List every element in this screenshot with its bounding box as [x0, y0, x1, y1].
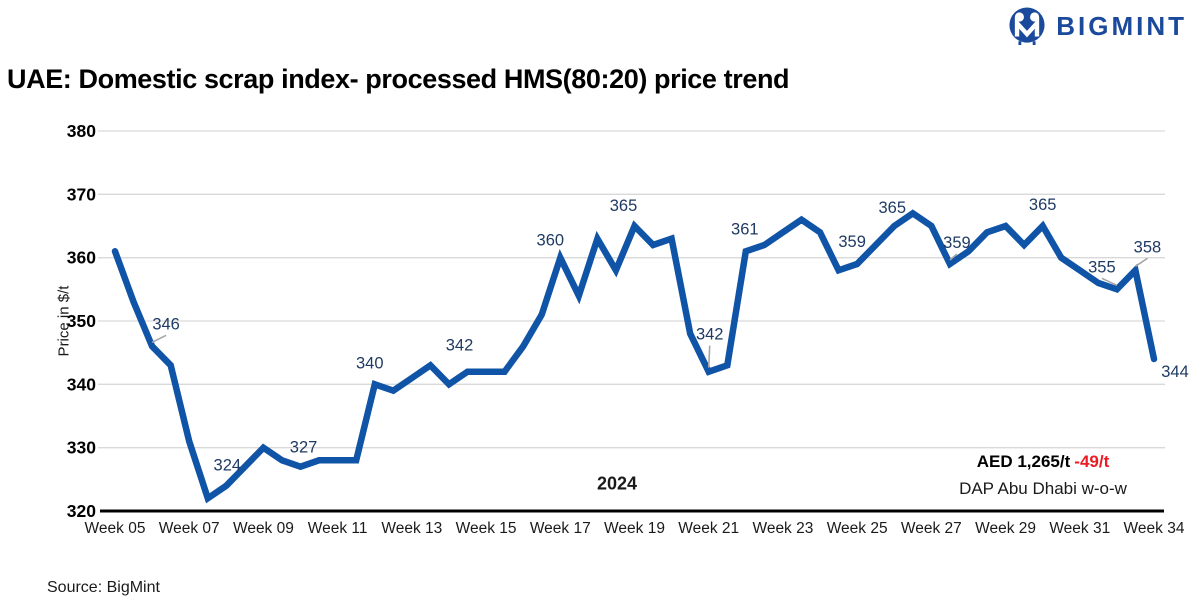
data-label-361: 361	[731, 220, 759, 238]
y-tick-330: 330	[67, 438, 96, 458]
x-tick-week-15: Week 15	[456, 520, 517, 537]
x-tick-week-17: Week 17	[530, 520, 591, 537]
x-tick-week-09: Week 09	[233, 520, 294, 537]
label-leader-359	[949, 253, 958, 261]
x-tick-week-34: Week 34	[1124, 520, 1185, 537]
x-tick-week-21: Week 21	[678, 520, 739, 537]
y-tick-380: 380	[67, 121, 96, 141]
x-tick-week-05: Week 05	[85, 520, 146, 537]
label-leader-358	[1135, 257, 1148, 267]
x-tick-week-19: Week 19	[604, 520, 665, 537]
label-leader-346	[151, 334, 167, 344]
data-label-365: 365	[1029, 196, 1057, 214]
x-tick-week-31: Week 31	[1049, 520, 1110, 537]
y-tick-320: 320	[67, 501, 96, 521]
data-label-355: 355	[1088, 258, 1116, 276]
data-label-344: 344	[1161, 363, 1189, 381]
aed-price-line: AED 1,265/t -49/t	[933, 452, 1153, 472]
data-label-327: 327	[290, 439, 318, 457]
x-tick-week-27: Week 27	[901, 520, 962, 537]
label-leader-342	[707, 345, 711, 368]
brand: BIGMINT	[1008, 7, 1187, 45]
data-label-324: 324	[214, 457, 242, 475]
x-tick-week-13: Week 13	[381, 520, 442, 537]
aed-annotation-block: AED 1,265/t -49/t DAP Abu Dhabi w-o-w	[933, 452, 1153, 499]
y-tick-370: 370	[67, 184, 96, 204]
label-leader-355	[1101, 277, 1118, 287]
y-axis-title: Price in $/t	[55, 285, 73, 357]
dap-note: DAP Abu Dhabi w-o-w	[959, 479, 1127, 498]
wow-change: -49/t	[1074, 452, 1110, 471]
y-tick-340: 340	[67, 374, 96, 394]
data-label-340: 340	[356, 354, 384, 372]
x-tick-week-23: Week 23	[752, 520, 813, 537]
data-label-360: 360	[537, 232, 565, 250]
aed-price: AED 1,265/t	[976, 452, 1071, 471]
data-label-346: 346	[152, 315, 180, 333]
price-line-series	[111, 209, 1158, 504]
page-title: UAE: Domestic scrap index- processed HMS…	[7, 64, 790, 94]
bigmint-logo-icon	[1009, 7, 1045, 45]
data-label-342: 342	[696, 326, 724, 344]
x-tick-week-07: Week 07	[159, 520, 220, 537]
y-tick-360: 360	[67, 248, 96, 268]
year-annotation: 2024	[596, 473, 638, 494]
data-label-358: 358	[1134, 238, 1162, 256]
data-label-365: 365	[878, 199, 906, 217]
data-label-342: 342	[446, 337, 474, 355]
x-tick-week-11: Week 11	[308, 520, 368, 537]
brand-name: BIGMINT	[1056, 10, 1187, 41]
data-label-359: 359	[838, 233, 866, 251]
source-note: Source: BigMint	[47, 579, 160, 596]
x-tick-week-29: Week 29	[975, 520, 1036, 537]
x-tick-week-25: Week 25	[827, 520, 888, 537]
data-label-359: 359	[943, 234, 971, 252]
y-tick-350: 350	[67, 311, 96, 331]
data-label-365: 365	[610, 197, 638, 215]
